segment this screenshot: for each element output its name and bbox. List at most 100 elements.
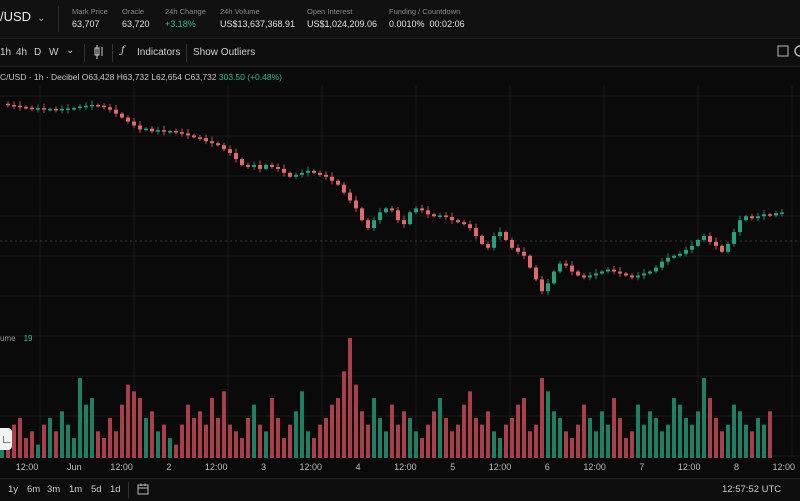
candle-body	[306, 170, 310, 173]
candle-body	[528, 255, 532, 268]
volume-bar	[258, 424, 262, 458]
volume-bar	[312, 438, 316, 458]
legend-open: O63,428	[81, 72, 115, 82]
tradingview-logo[interactable]: ∟	[0, 428, 13, 450]
volume-value: 19	[23, 334, 33, 343]
toolbar-divider	[186, 44, 187, 62]
x-tick-label: 12:00	[110, 462, 133, 472]
candle-body	[30, 107, 34, 110]
candle-body	[468, 224, 472, 229]
candle-body	[552, 271, 556, 284]
candle-body	[132, 121, 136, 126]
candle-body	[384, 208, 388, 213]
legend-low: L62,654	[151, 72, 182, 82]
timeframe-1h[interactable]: 1h	[0, 47, 12, 58]
volume-bar	[228, 424, 232, 458]
range-3m[interactable]: 3m	[47, 484, 61, 495]
range-5d[interactable]: 5d	[91, 484, 102, 495]
volume-bar	[246, 418, 250, 458]
candle-body	[198, 137, 202, 139]
candle-body	[774, 213, 778, 216]
pair-selector[interactable]: /USD ⌄	[0, 9, 45, 24]
candle-body	[144, 128, 148, 131]
candle-body	[444, 215, 448, 218]
price-chart[interactable]: 12:00 Jun 12:00 2 12:00 3 12:00 4 12:00 5 12:00 6 12…	[0, 86, 800, 478]
legend-high: H63,732	[116, 72, 149, 82]
timeframe-d[interactable]: D	[34, 47, 42, 58]
volume-bar	[240, 438, 244, 458]
candle-body	[420, 208, 424, 211]
candle-body	[492, 236, 496, 248]
candle-body	[372, 220, 376, 229]
open-interest-stat: Open Interest US$1,024,209.06	[307, 7, 377, 29]
candle-body	[558, 263, 562, 272]
x-tick-label: 12:00	[773, 462, 796, 472]
volume-bar	[102, 438, 106, 458]
candle-body	[264, 164, 268, 169]
candle-body	[780, 212, 784, 214]
range-1y[interactable]: 1y	[8, 484, 19, 495]
fullscreen-icon[interactable]	[777, 45, 789, 60]
volume-bar	[612, 398, 616, 458]
candlestick-series	[6, 100, 784, 295]
range-1d[interactable]: 1d	[110, 484, 121, 495]
volume-bar	[156, 431, 160, 458]
volume-bar	[492, 431, 496, 458]
indicators-button[interactable]: Indicators	[137, 47, 181, 58]
candle-body	[702, 236, 706, 240]
volume-bar	[480, 424, 484, 458]
candle-body	[534, 267, 538, 280]
candle-body	[258, 164, 262, 169]
volume-bar	[456, 424, 460, 458]
candle-body	[600, 271, 604, 274]
volume-bar	[336, 398, 340, 458]
calendar-icon[interactable]	[137, 483, 149, 498]
candle-body	[366, 220, 370, 229]
candle-body	[12, 104, 16, 107]
volume-bar	[174, 444, 178, 458]
chevron-down-icon[interactable]: ⌄	[66, 45, 75, 56]
volume-bar	[408, 418, 412, 458]
x-axis-ticks: 12:00 Jun 12:00 2 12:00 3 12:00 4 12:00 5 12:00 6 12…	[16, 462, 795, 472]
candle-body	[180, 132, 184, 134]
candle-body	[480, 236, 484, 244]
function-icon[interactable]: ƒ	[121, 45, 125, 56]
candle-body	[222, 145, 226, 150]
x-tick-label: 2	[166, 462, 171, 472]
range-6m[interactable]: 6m	[27, 484, 41, 495]
volume-bar	[252, 404, 256, 458]
volume-bar	[372, 398, 376, 458]
candle-body	[156, 130, 160, 132]
timeframe-w[interactable]: W	[49, 47, 59, 58]
candle-body	[726, 243, 730, 252]
volume-bar	[438, 398, 442, 458]
volume-bar	[354, 384, 358, 458]
volume-bar	[276, 418, 280, 458]
range-1m[interactable]: 1m	[69, 484, 83, 495]
volume-bar	[576, 424, 580, 458]
volume-bar	[714, 418, 718, 458]
candle-body	[138, 125, 142, 130]
volume-bar	[90, 398, 94, 458]
timeframe-4h[interactable]: 4h	[16, 47, 28, 58]
candle-body	[510, 239, 514, 248]
candle-body	[432, 214, 436, 217]
gear-icon[interactable]	[792, 44, 800, 61]
candle-body	[282, 168, 286, 173]
candle-type-icon[interactable]	[94, 44, 104, 63]
candle-body	[42, 108, 46, 110]
header-divider	[58, 6, 59, 32]
volume-bar	[474, 418, 478, 458]
show-outliers-button[interactable]: Show Outliers	[193, 47, 256, 58]
candle-body	[90, 104, 94, 107]
candle-body	[150, 128, 154, 132]
volume-bar	[282, 438, 286, 458]
funding-stat: Funding / Countdown 0.0010% 00:02:06	[389, 7, 465, 29]
candle-body	[96, 104, 100, 107]
candle-body	[204, 138, 208, 142]
candle-body	[54, 108, 58, 111]
x-tick-label: 7	[639, 462, 644, 472]
volume-bar	[186, 404, 190, 458]
candle-body	[666, 257, 670, 262]
volume-bar	[294, 411, 298, 458]
